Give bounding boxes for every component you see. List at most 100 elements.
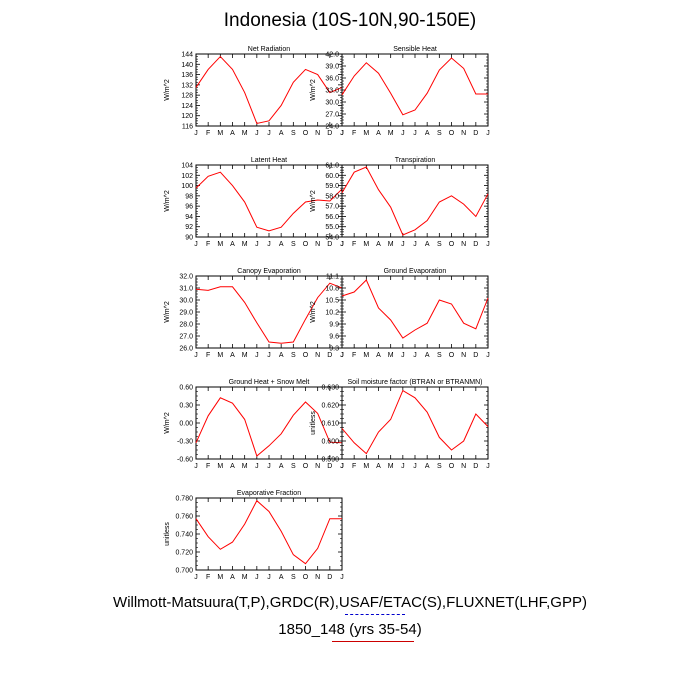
y-tick-label: 28.0 <box>179 322 193 329</box>
x-tick-label: J <box>255 352 259 359</box>
y-tick-label: 24.0 <box>325 124 339 131</box>
y-tick-label: 124 <box>181 103 193 110</box>
x-tick-label: J <box>255 130 259 137</box>
x-tick-label: O <box>449 130 455 137</box>
y-tick-label: 102 <box>181 173 193 180</box>
x-tick-label: J <box>486 352 490 359</box>
series-line <box>341 166 489 236</box>
x-tick-label: D <box>327 574 332 581</box>
x-tick-label: D <box>473 130 478 137</box>
y-tick-label: 30.0 <box>179 298 193 305</box>
x-tick-label: J <box>340 574 344 581</box>
panel-title: Evaporative Fraction <box>237 490 301 497</box>
x-tick-label: M <box>242 352 248 359</box>
y-tick-label: 42.0 <box>325 52 339 59</box>
x-tick-label: J <box>401 241 405 248</box>
y-axis-label: W/m^2 <box>310 190 317 212</box>
y-tick-label: 0.700 <box>175 568 193 575</box>
x-tick-label: J <box>401 352 405 359</box>
series-line <box>195 499 342 565</box>
x-tick-label: J <box>413 352 417 359</box>
x-tick-label: M <box>388 352 394 359</box>
figure-title: Indonesia (10S-10N,90-150E) <box>223 10 477 31</box>
x-tick-label: S <box>437 463 442 470</box>
y-tick-label: 39.0 <box>325 64 339 71</box>
plot-frame <box>195 275 343 349</box>
y-tick-label: 29.0 <box>179 310 193 317</box>
x-tick-label: J <box>194 130 198 137</box>
y-axis-label: unitless <box>164 522 171 546</box>
x-tick-label: F <box>352 463 356 470</box>
y-tick-label: 92 <box>185 224 193 231</box>
x-tick-label: J <box>486 130 490 137</box>
x-tick-label: O <box>449 463 455 470</box>
x-tick-label: J <box>340 463 344 470</box>
y-axis-label: W/m^2 <box>164 301 171 323</box>
x-tick-label: J <box>194 574 198 581</box>
x-tick-label: A <box>279 130 284 137</box>
x-tick-label: J <box>340 130 344 137</box>
x-tick-label: S <box>437 352 442 359</box>
plot-frame <box>195 53 343 127</box>
x-tick-label: M <box>242 241 248 248</box>
y-axis-label: W/m^2 <box>164 190 171 212</box>
x-tick-label: S <box>291 352 296 359</box>
x-tick-label: N <box>461 352 466 359</box>
panel-sensible-heat: Sensible Heat W/m^2 24.0 27.0 30.0 33.0 36.0 39… <box>310 46 490 137</box>
run-caption: 1850_148 (yrs 35-54) <box>278 621 422 638</box>
x-tick-label: N <box>315 130 320 137</box>
x-tick-label: M <box>217 463 223 470</box>
series-line <box>341 57 488 116</box>
y-tick-label: 136 <box>181 72 193 79</box>
series-line <box>195 282 343 344</box>
x-tick-label: M <box>388 130 394 137</box>
y-tick-label: 120 <box>181 113 193 120</box>
x-tick-label: S <box>437 241 442 248</box>
y-tick-label: 0.620 <box>321 403 339 410</box>
x-tick-label: A <box>425 463 430 470</box>
x-tick-label: J <box>413 130 417 137</box>
x-tick-label: D <box>473 352 478 359</box>
x-tick-label: S <box>291 241 296 248</box>
panel-soil-moisture-factor-btran-or-btranmn: Soil moisture factor (BTRAN or BTRANMN) u… <box>310 379 490 470</box>
x-tick-label: A <box>279 574 284 581</box>
y-tick-label: 11.1 <box>326 274 339 281</box>
panel-ground-heat-snow-melt: Ground Heat + Snow Melt W/m^2 -0.60 -0.30 0.… <box>164 379 344 470</box>
y-tick-label: 94 <box>185 214 193 221</box>
panel-title: Sensible Heat <box>393 46 437 53</box>
x-tick-label: A <box>230 241 235 248</box>
y-tick-label: 10.8 <box>325 286 339 293</box>
x-tick-label: J <box>255 574 259 581</box>
y-tick-label: 140 <box>181 62 193 69</box>
x-tick-label: M <box>388 463 394 470</box>
x-tick-label: F <box>206 352 210 359</box>
x-tick-label: S <box>437 130 442 137</box>
x-tick-label: N <box>315 574 320 581</box>
x-tick-label: J <box>340 352 344 359</box>
y-tick-label: 30.0 <box>325 100 339 107</box>
x-tick-label: M <box>242 574 248 581</box>
x-tick-label: A <box>376 241 381 248</box>
y-tick-label: 0.780 <box>175 496 193 503</box>
y-tick-label: 116 <box>182 124 193 131</box>
x-tick-label: A <box>376 130 381 137</box>
case-underline-red <box>332 641 414 642</box>
series-line <box>195 55 343 125</box>
x-tick-label: J <box>340 241 344 248</box>
y-tick-label: 100 <box>181 183 193 190</box>
x-tick-label: F <box>206 574 210 581</box>
x-tick-label: J <box>413 463 417 470</box>
y-tick-label: 0.610 <box>321 421 339 428</box>
x-tick-label: D <box>327 352 332 359</box>
y-tick-label: 54.0 <box>325 235 339 242</box>
x-tick-label: N <box>461 130 466 137</box>
x-tick-label: M <box>217 241 223 248</box>
x-tick-label: J <box>267 463 271 470</box>
series-line <box>195 397 343 457</box>
x-tick-label: O <box>303 352 309 359</box>
plot-frame <box>341 164 489 238</box>
x-tick-label: J <box>255 463 259 470</box>
x-tick-label: A <box>279 352 284 359</box>
x-tick-label: A <box>230 463 235 470</box>
x-tick-label: J <box>413 241 417 248</box>
